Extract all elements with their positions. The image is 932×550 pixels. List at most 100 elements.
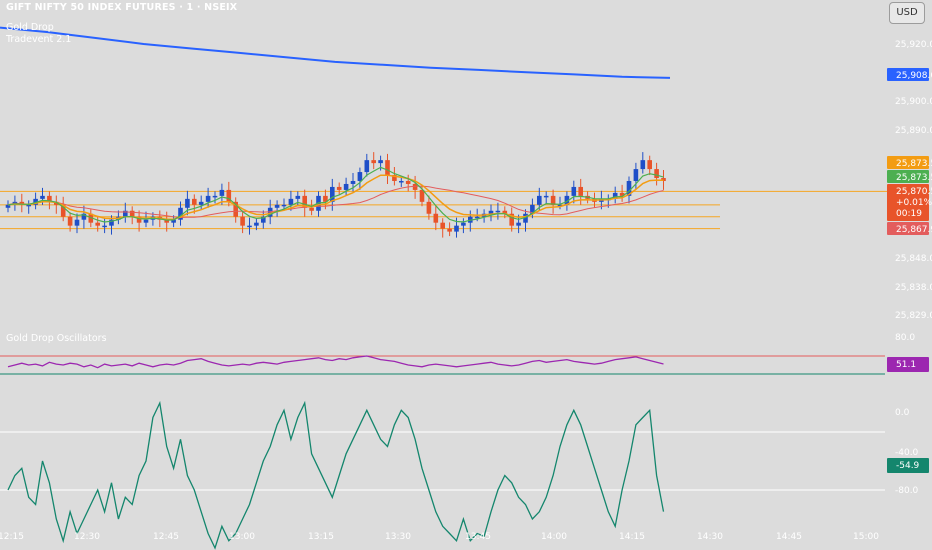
candle-body (612, 192, 618, 199)
candle-body (454, 225, 459, 232)
time-axis-tick: 12:30 (74, 532, 100, 542)
candle-body (364, 160, 370, 173)
price-label-last-bg (887, 184, 929, 221)
oscillator-axis-tick: 80.0 (895, 333, 915, 343)
ema-orange-line (7, 174, 664, 221)
candle-body (537, 195, 542, 205)
candle-body (433, 213, 439, 223)
rsi-line (7, 355, 664, 369)
time-axis-tick: 14:15 (619, 532, 645, 542)
oscillator-title[interactable]: Gold Drop Oscillators (6, 333, 107, 344)
time-axis-tick: 12:15 (0, 532, 24, 542)
candle-body (543, 195, 549, 198)
candle-body (309, 207, 314, 211)
candle-body (564, 195, 570, 205)
candle-body (254, 222, 259, 226)
candle-body (198, 201, 204, 205)
candle-body (164, 219, 169, 223)
candle-body (661, 178, 666, 181)
candle-body (247, 225, 252, 228)
candle-body (336, 186, 342, 190)
candle-body (392, 175, 397, 181)
candle-body (240, 216, 245, 226)
candle-body (474, 216, 480, 219)
candle-body (95, 222, 100, 226)
rsi-value-label: 51.1 (887, 357, 929, 372)
time-axis-tick: 14:45 (776, 532, 802, 542)
candle-body (33, 198, 38, 205)
price-axis-tick: 25,838.0 (895, 283, 932, 293)
price-label-red-text: 25,867.9 (896, 225, 932, 235)
oscillator-axis-tick: -80.0 (895, 486, 919, 496)
price-label-last-text: +0.01% (896, 198, 932, 208)
candle-body (378, 160, 383, 164)
candle-body (509, 213, 514, 226)
candle-body (343, 183, 349, 190)
candle-body (60, 204, 66, 217)
price-axis-tick: 25,829.0 (895, 311, 932, 321)
price-label-orange-text: 25,873.5 (896, 159, 932, 169)
candle-body (447, 228, 452, 232)
candle-body (88, 213, 94, 223)
price-label-green: 25,873.5 (887, 170, 932, 183)
time-axis-tick: 14:30 (697, 532, 723, 542)
candle-body (171, 219, 176, 223)
price-label-orange-bg (887, 156, 929, 169)
candle-body (440, 222, 445, 229)
candle-body (399, 180, 404, 183)
candle-body (647, 160, 652, 170)
candle-body (192, 198, 197, 205)
oscillator-line (7, 400, 665, 550)
time-axis-tick: 12:45 (153, 532, 179, 542)
time-axis-tick: 13:30 (385, 532, 411, 542)
indicator-label-gold-drop[interactable]: Gold Drop (6, 22, 54, 33)
price-label-blue-bg (887, 68, 929, 81)
candle-body (261, 216, 266, 223)
candle-body (47, 195, 52, 202)
candle-body (419, 189, 425, 202)
candle-body (74, 219, 80, 226)
price-label-red: 25,867.9 (887, 222, 932, 235)
indicator-label-tradevent[interactable]: Tradevent 2.1 (6, 34, 72, 45)
price-label-blue: 25,908.6 (887, 68, 932, 81)
candle-body (405, 180, 411, 184)
currency-button[interactable]: USD (889, 2, 925, 24)
candle-body (626, 180, 632, 196)
rsi-value-label-bg (887, 357, 929, 372)
time-axis-tick: 15:00 (853, 532, 879, 542)
candle-body (26, 204, 31, 207)
candle-body (488, 210, 494, 214)
candle-body (212, 195, 218, 198)
candle-body (516, 222, 521, 226)
price-label-last: 25,870.5+0.01%00:19 (887, 184, 932, 221)
candle-body (640, 160, 646, 170)
candle-body (185, 198, 190, 208)
osc-value-label-text: -54.9 (896, 461, 920, 471)
ma-blue-line (0, 26, 671, 79)
candle-body (226, 189, 232, 202)
candle-body (412, 183, 418, 190)
candle-body (550, 195, 556, 205)
price-axis-tick: 25,848.0 (895, 254, 932, 264)
time-axis-tick: 13:15 (308, 532, 334, 542)
candle-body (5, 204, 11, 208)
oscillator-axis-tick: 0.0 (895, 408, 910, 418)
candle-body (295, 195, 301, 199)
candle-body (109, 219, 114, 226)
candle-body (302, 195, 307, 208)
candle-body (233, 201, 238, 217)
candle-body (267, 207, 273, 217)
candle-body (619, 192, 625, 196)
candle-body (330, 186, 335, 202)
candle-body (350, 180, 356, 184)
candle-body (274, 204, 280, 208)
candle-body (323, 195, 328, 202)
osc-value-label-bg (887, 458, 929, 473)
candle-body (385, 160, 390, 176)
osc-value-label: -54.9 (887, 458, 929, 473)
candle-body (81, 213, 87, 220)
ema-green-line (7, 166, 664, 223)
price-axis-tick: 25,900.0 (895, 97, 932, 107)
price-label-blue-text: 25,908.6 (896, 71, 932, 81)
